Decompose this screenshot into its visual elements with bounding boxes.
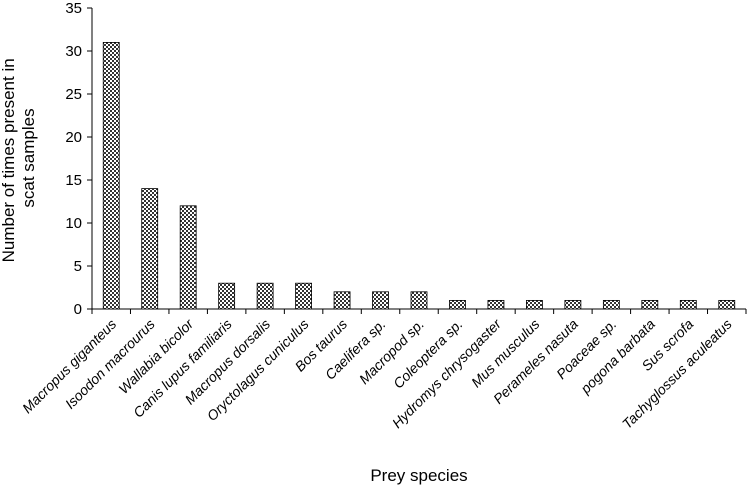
bar [256,282,274,310]
bar [718,299,736,310]
bar [410,291,428,310]
bar [487,299,505,310]
y-tick-label: 0 [74,301,82,318]
bars-group [102,42,736,310]
y-tick-label: 15 [65,172,82,189]
bar [295,282,312,310]
bar [333,291,351,310]
y-tick-label: 10 [65,215,82,232]
bar [102,42,120,310]
y-tick-label: 20 [65,129,82,146]
bar [449,299,466,310]
bar [679,299,697,310]
bar [179,205,197,310]
y-tick-label: 35 [65,0,82,17]
y-axis-title-line-2: scat samples [19,108,38,207]
y-tick-label: 25 [65,86,82,103]
bar [372,291,389,310]
bar [602,299,620,310]
bar [141,188,159,310]
y-axis: 0 5 10 15 20 25 30 35 [65,0,93,318]
bar [564,299,582,310]
y-axis-title-line-1: Number of times present in [0,58,18,262]
bar [526,299,543,310]
x-axis-title: Prey species [370,466,467,485]
bar [641,299,659,310]
x-axis [91,308,747,314]
bar [218,282,236,310]
y-tick-label: 30 [65,43,82,60]
y-axis-title: Number of times present in scat samples [0,54,38,263]
y-tick-label: 5 [74,258,82,275]
